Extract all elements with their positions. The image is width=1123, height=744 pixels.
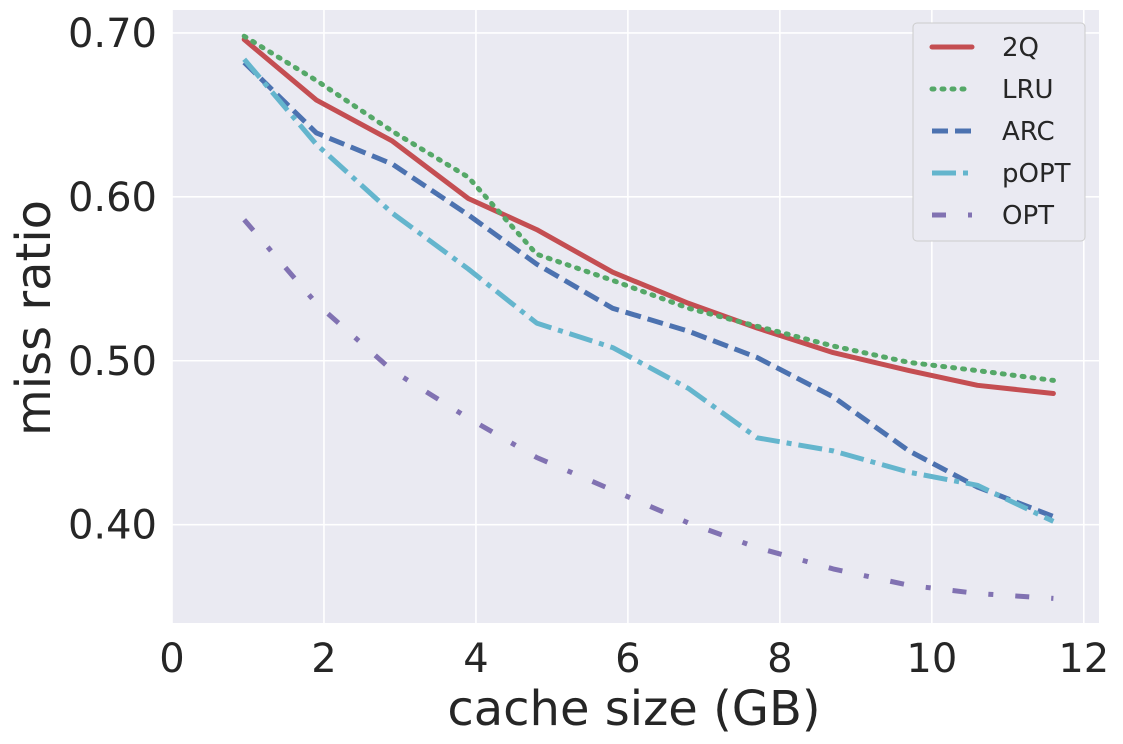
- legend: 2Q LRU ARC pOPT OPT: [912, 22, 1086, 242]
- legend-label-opt: OPT: [1002, 201, 1054, 231]
- y-tick-label: 0.60: [68, 175, 157, 221]
- y-tick-label: 0.70: [68, 11, 157, 57]
- x-tick-label: 2: [311, 636, 336, 682]
- legend-label-arc: ARC: [1002, 117, 1055, 147]
- x-tick-label: 4: [463, 636, 488, 682]
- x-tick-label: 6: [615, 636, 640, 682]
- x-tick-label: 8: [767, 636, 792, 682]
- y-axis-ticks: 0.40 0.50 0.60 0.70: [68, 11, 157, 549]
- legend-label-2q: 2Q: [1002, 33, 1039, 63]
- x-tick-label: 0: [159, 636, 184, 682]
- x-axis-label: cache size (GB): [447, 681, 820, 737]
- series-lines: [241, 33, 1056, 601]
- series-line-arc: [242, 60, 1055, 519]
- y-tick-label: 0.40: [68, 503, 157, 549]
- series-line-2q: [241, 37, 1056, 396]
- legend-label-popt: pOPT: [1002, 159, 1071, 189]
- y-tick-label: 0.50: [68, 339, 157, 385]
- series-line-opt: [242, 218, 1054, 601]
- series-line-lru: [241, 33, 1056, 383]
- legend-label-lru: LRU: [1002, 75, 1054, 105]
- y-axis-label: miss ratio: [6, 200, 62, 436]
- series-line-popt: [242, 57, 1055, 524]
- legend-box: [912, 22, 1086, 242]
- x-tick-label: 10: [906, 636, 957, 682]
- x-axis-ticks: 0 2 4 6 8 10 12: [159, 636, 1109, 682]
- x-tick-label: 12: [1058, 636, 1109, 682]
